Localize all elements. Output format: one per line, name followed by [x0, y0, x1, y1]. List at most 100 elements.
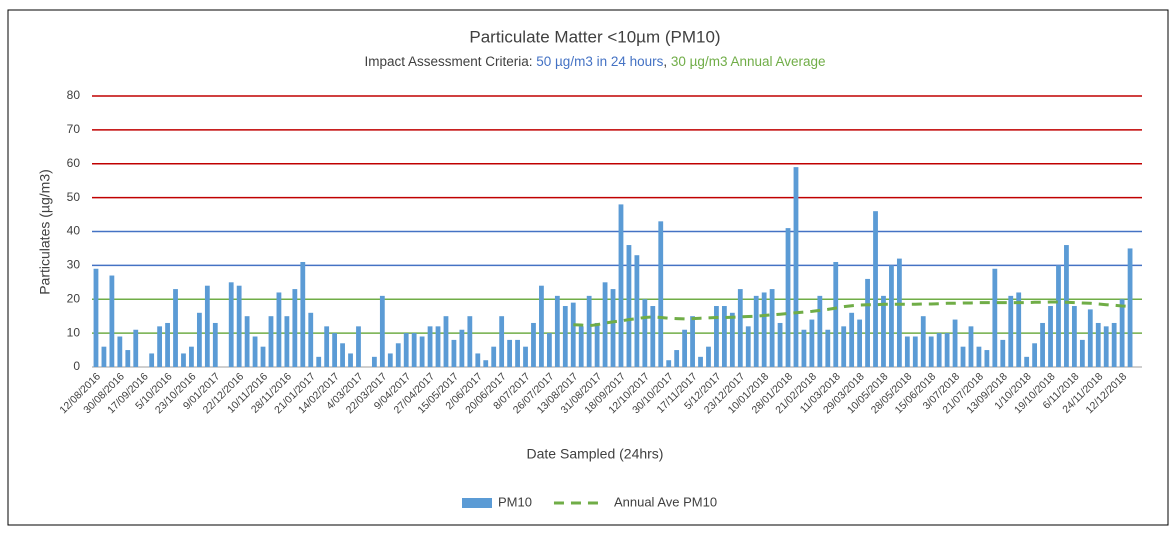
bar	[523, 346, 528, 367]
bar	[1087, 309, 1093, 367]
bar	[332, 333, 338, 367]
bar	[785, 228, 791, 367]
bar	[467, 316, 473, 367]
bar	[984, 350, 990, 367]
bar	[419, 336, 425, 367]
bar	[801, 329, 807, 367]
bar	[1127, 248, 1133, 367]
bar	[212, 322, 218, 367]
bar	[952, 319, 958, 367]
bar	[109, 275, 115, 367]
bar	[181, 353, 186, 367]
bar	[578, 326, 584, 367]
bar	[682, 329, 688, 367]
bar	[626, 245, 632, 367]
bar	[268, 316, 274, 367]
bar	[157, 326, 163, 367]
bar	[515, 339, 520, 367]
bar	[371, 356, 377, 367]
bar	[769, 289, 775, 367]
bar	[531, 322, 536, 367]
legend-swatch	[462, 498, 492, 508]
bar	[1048, 306, 1053, 367]
bar	[443, 316, 449, 367]
bar	[387, 353, 393, 367]
bar	[1032, 343, 1038, 367]
bar	[1119, 299, 1125, 367]
legend-label: Annual Ave PM10	[614, 494, 717, 509]
bar	[149, 353, 155, 367]
bar	[960, 346, 966, 367]
bar	[348, 353, 353, 367]
bar	[944, 333, 950, 367]
y-tick-label: 30	[67, 258, 81, 272]
bar	[761, 292, 767, 367]
bar	[714, 306, 719, 367]
bar	[395, 343, 401, 367]
bar	[228, 282, 234, 367]
bar	[1064, 245, 1069, 367]
y-tick-label: 70	[67, 122, 81, 136]
bar	[379, 295, 385, 367]
bar	[865, 278, 870, 367]
bar	[976, 346, 982, 367]
bar	[101, 346, 107, 367]
y-axis-title: Particulates (µg/m3)	[37, 169, 53, 295]
bar	[1008, 295, 1014, 367]
bar	[634, 255, 640, 367]
bar	[1056, 265, 1061, 367]
y-tick-label: 80	[67, 88, 81, 102]
bar	[276, 292, 282, 367]
bar	[745, 326, 751, 367]
bar	[817, 295, 823, 367]
bar	[833, 261, 839, 367]
y-tick-label: 20	[67, 291, 81, 305]
bar	[324, 326, 330, 367]
bar	[650, 306, 656, 367]
bar	[236, 285, 242, 367]
bar	[308, 312, 314, 367]
bar	[936, 333, 942, 367]
bar	[904, 336, 910, 367]
bar	[1111, 322, 1117, 367]
bar	[459, 329, 465, 367]
bar	[165, 322, 170, 367]
y-tick-label: 10	[67, 325, 81, 339]
bar	[1079, 339, 1085, 367]
bar	[427, 326, 433, 367]
y-tick-label: 50	[67, 190, 81, 204]
bar	[602, 282, 608, 367]
bar	[889, 265, 894, 367]
bar	[729, 312, 735, 367]
subtitle-part: ,	[663, 54, 671, 69]
y-tick-label: 40	[67, 224, 81, 238]
bar	[586, 295, 592, 367]
bar	[706, 346, 711, 367]
bar	[873, 211, 878, 367]
bar	[674, 350, 680, 367]
subtitle-part: 50 µg/m3 in 24 hours	[536, 54, 663, 69]
bar	[896, 258, 902, 367]
bar	[857, 319, 863, 367]
bar	[1040, 322, 1045, 367]
bar	[300, 261, 306, 367]
bar	[93, 268, 99, 367]
subtitle-part: 30 µg/m3 Annual Average	[671, 54, 826, 69]
bar	[1016, 292, 1022, 367]
bar	[491, 346, 497, 367]
bar	[690, 316, 695, 367]
legend-label: PM10	[498, 494, 532, 509]
bar	[737, 289, 743, 367]
chart-subtitle: Impact Assessment Criteria: 50 µg/m3 in …	[364, 54, 825, 69]
bar	[698, 356, 703, 367]
bar	[403, 333, 409, 367]
bar	[125, 350, 131, 367]
bar	[562, 306, 568, 367]
bar	[753, 295, 759, 367]
bar	[117, 336, 123, 367]
bar	[252, 336, 258, 367]
y-tick-label: 0	[73, 359, 80, 373]
bar	[173, 289, 178, 367]
bar	[475, 353, 481, 367]
